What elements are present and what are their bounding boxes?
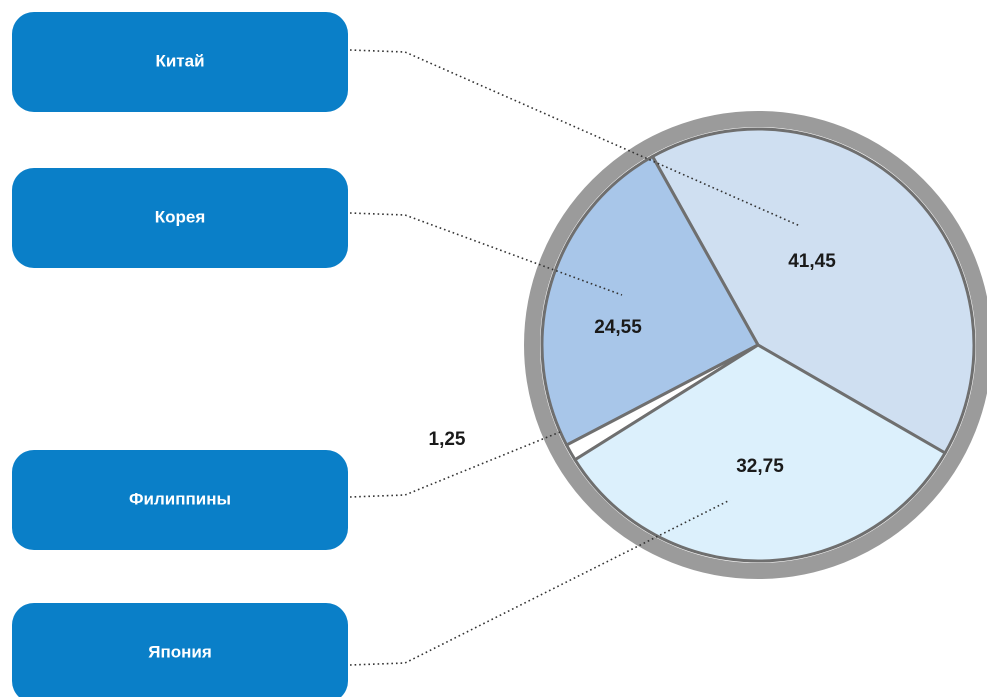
pie-ring bbox=[524, 111, 987, 579]
pie-slice bbox=[651, 127, 976, 455]
category-box bbox=[12, 168, 348, 268]
category-label: Китай bbox=[155, 51, 204, 70]
category-label: Япония bbox=[148, 642, 212, 661]
value-label: 41,45 bbox=[788, 251, 836, 272]
category-label: Корея bbox=[155, 207, 206, 226]
value-label: 1,25 bbox=[429, 429, 466, 450]
pie-slice bbox=[573, 343, 947, 563]
value-label: 32,75 bbox=[736, 456, 784, 477]
category-box bbox=[12, 450, 348, 550]
category-box bbox=[12, 603, 348, 697]
leader-line bbox=[349, 431, 561, 498]
category-box bbox=[12, 12, 348, 112]
category-label: Филиппины bbox=[129, 489, 231, 508]
value-label: 24,55 bbox=[594, 317, 642, 338]
